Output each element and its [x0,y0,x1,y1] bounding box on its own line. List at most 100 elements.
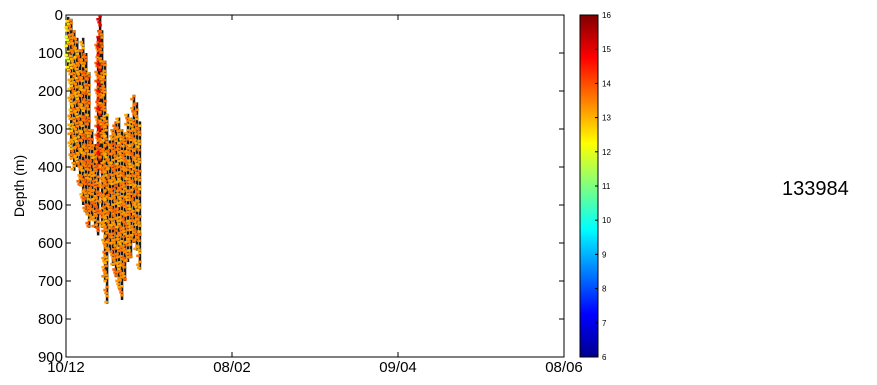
x-tick-label: 10/12 [47,359,85,376]
profile-cell [86,72,90,75]
profile-core [100,30,104,228]
profile-cell [126,147,130,150]
y-tick-label: 300 [38,121,63,138]
profile-cell [94,169,98,173]
profile-cell [122,265,126,269]
profile-cell [99,96,103,99]
profile-cell [137,139,141,143]
profile-cell [74,76,78,80]
profile-cell [68,27,72,31]
profile-cell [91,144,95,147]
profile-cell [85,212,89,216]
profile-cell [96,184,100,188]
profile-cell [101,102,105,106]
profile-cell [102,60,106,64]
profile-cell [97,38,101,42]
profile-cell [122,184,126,187]
profile-cell [114,121,118,124]
profile-cell [102,160,106,163]
profile-cell [74,49,78,53]
profile-cell [86,188,90,192]
profile-cell [108,164,112,167]
profile-cell [85,86,89,90]
profile-cell [70,51,74,54]
profile-cell [115,279,119,283]
profile-cell [71,90,75,93]
profile-cell [122,175,126,178]
profile-cell [121,153,125,157]
profile-cell [113,154,117,157]
profile-cell [107,152,111,155]
profile-cell [126,165,130,168]
profile-cell [72,119,76,123]
profile-cell [121,144,125,148]
profile-cell [99,131,103,135]
profile-cell [116,201,120,205]
profile-cell [69,129,73,133]
profile-cell [138,251,142,255]
profile-cell [117,285,121,289]
profile-cell [137,230,141,233]
profile-cell [96,76,100,80]
profile-cell [110,129,114,132]
profile-cell [127,150,131,154]
profile-cell [98,120,102,123]
profile-cell [138,133,142,137]
profile-cell [65,19,69,23]
profile-cell [68,108,72,112]
profile-cell [83,119,87,122]
profile-cell [136,190,140,194]
profile-cell [133,229,137,233]
profile-cell [105,294,109,298]
profile-cell [105,204,109,207]
profile-cell [73,37,77,41]
profile-cell [110,262,114,266]
profile-cell [136,218,140,221]
profile-cell [131,164,135,167]
profile-cell [119,228,123,231]
profile-cell [100,170,104,174]
profile-cell [103,198,107,201]
profile-cell [82,152,86,155]
profile-cell [73,154,77,158]
y-tick-label: 500 [38,197,63,214]
profile-cell [103,163,107,166]
profile-cell [133,102,137,106]
profile-cell [67,123,71,127]
profile-cell [74,139,78,143]
profile-cell [113,172,117,175]
profile-cell [104,291,108,295]
profile-cell [116,246,120,250]
profile-cell [100,152,104,156]
profile-cell [115,261,119,265]
profile-cell [106,158,110,161]
profile-cell [134,214,138,217]
profile-cell [80,196,84,199]
profile-cell [138,142,142,146]
profile-cell [103,279,107,283]
profile-cell [102,124,106,127]
profile-cell [98,66,102,69]
profile-cell [96,148,100,152]
profile-cell [83,101,87,104]
profile-cell [114,274,118,277]
profile-cell [99,78,103,81]
colorbar-tick-label: 8 [602,285,607,294]
profile-cell [114,202,118,205]
profile-cell [128,144,132,148]
colorbar-tick-label: 14 [602,79,611,88]
profile-cell [76,117,80,121]
profile-cell [85,104,89,108]
profile-cell [118,153,122,156]
profile-cell [137,157,141,161]
profile-cell [100,72,104,75]
profile-cell [98,209,102,213]
profile-cell [115,252,119,256]
profile-cell [68,153,72,157]
profile-cell [96,134,100,137]
profile-cell [103,117,107,121]
profile-cell [119,219,123,222]
profile-cell [130,106,134,110]
profile-cell [129,147,133,151]
colorbar-tick-label: 9 [602,250,607,259]
